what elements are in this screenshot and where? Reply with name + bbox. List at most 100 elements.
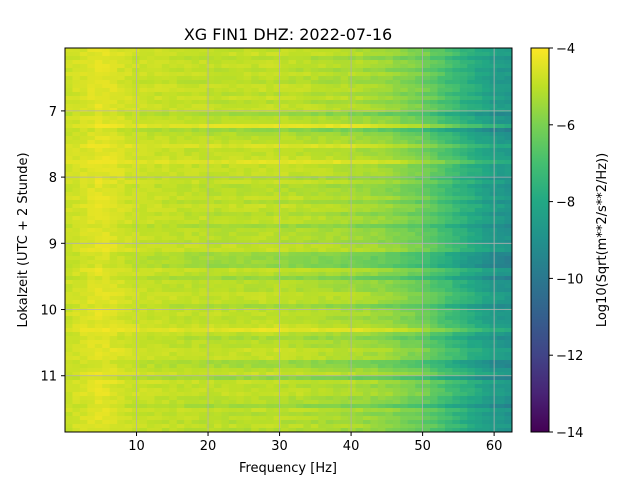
heatmap-cell: [348, 56, 357, 61]
heatmap-cell: [325, 268, 334, 273]
heatmap-cell: [348, 84, 357, 89]
heatmap-cell: [94, 180, 103, 185]
heatmap-cell: [415, 112, 424, 117]
heatmap-cell: [206, 60, 215, 65]
heatmap-cell: [437, 124, 446, 129]
heatmap-cell: [214, 140, 223, 145]
heatmap-cell: [228, 64, 237, 69]
heatmap-cell: [318, 296, 327, 301]
heatmap-cell: [318, 348, 327, 353]
heatmap-cell: [422, 168, 431, 173]
heatmap-cell: [87, 60, 96, 65]
heatmap-cell: [65, 380, 74, 385]
heatmap-cell: [407, 248, 416, 253]
heatmap-cell: [295, 108, 304, 113]
heatmap-cell: [489, 128, 498, 133]
heatmap-cell: [497, 136, 506, 141]
heatmap-cell: [497, 304, 506, 309]
heatmap-cell: [281, 152, 290, 157]
heatmap-cell: [340, 148, 349, 153]
heatmap-cell: [243, 228, 252, 233]
heatmap-cell: [355, 180, 364, 185]
heatmap-cell: [400, 300, 409, 305]
heatmap-cell: [184, 336, 193, 341]
heatmap-cell: [333, 332, 342, 337]
heatmap-cell: [132, 48, 141, 53]
heatmap-cell: [482, 276, 491, 281]
heatmap-cell: [169, 336, 178, 341]
heatmap-cell: [318, 136, 327, 141]
heatmap-cell: [176, 348, 185, 353]
heatmap-cell: [214, 184, 223, 189]
heatmap-cell: [377, 292, 386, 297]
heatmap-cell: [221, 100, 230, 105]
heatmap-cell: [392, 208, 401, 213]
heatmap-cell: [377, 120, 386, 125]
heatmap-cell: [214, 244, 223, 249]
heatmap-cell: [139, 132, 148, 137]
heatmap-cell: [124, 176, 133, 181]
heatmap-cell: [94, 212, 103, 217]
heatmap-cell: [273, 152, 282, 157]
heatmap-cell: [437, 244, 446, 249]
heatmap-cell: [333, 176, 342, 181]
heatmap-cell: [87, 360, 96, 365]
heatmap-cell: [497, 184, 506, 189]
heatmap-cell: [258, 240, 267, 245]
heatmap-cell: [176, 212, 185, 217]
heatmap-cell: [161, 188, 170, 193]
heatmap-cell: [467, 76, 476, 81]
heatmap-cell: [214, 80, 223, 85]
heatmap-cell: [199, 272, 208, 277]
heatmap-cell: [169, 212, 178, 217]
heatmap-cell: [124, 64, 133, 69]
heatmap-cell: [102, 300, 111, 305]
heatmap-cell: [310, 228, 319, 233]
heatmap-cell: [497, 72, 506, 77]
heatmap-cell: [102, 68, 111, 73]
heatmap-cell: [65, 320, 74, 325]
heatmap-cell: [489, 172, 498, 177]
heatmap-cell: [102, 216, 111, 221]
heatmap-cell: [65, 336, 74, 341]
heatmap-cell: [392, 352, 401, 357]
heatmap-cell: [407, 168, 416, 173]
heatmap-cell: [385, 188, 394, 193]
heatmap-cell: [348, 112, 357, 117]
heatmap-cell: [214, 60, 223, 65]
heatmap-cell: [94, 192, 103, 197]
heatmap-cell: [504, 296, 512, 301]
heatmap-cell: [288, 180, 297, 185]
heatmap-cell: [161, 72, 170, 77]
heatmap-cell: [102, 56, 111, 61]
heatmap-cell: [310, 128, 319, 133]
heatmap-cell: [333, 316, 342, 321]
heatmap-cell: [474, 132, 483, 137]
heatmap-cell: [72, 336, 81, 341]
heatmap-cell: [221, 296, 230, 301]
heatmap-cell: [117, 204, 126, 209]
heatmap-cell: [422, 336, 431, 341]
heatmap-cell: [266, 136, 275, 141]
heatmap-cell: [154, 88, 163, 93]
heatmap-cell: [444, 116, 453, 121]
heatmap-cell: [243, 316, 252, 321]
heatmap-cell: [243, 344, 252, 349]
heatmap-cell: [199, 188, 208, 193]
heatmap-cell: [281, 228, 290, 233]
heatmap-cell: [497, 192, 506, 197]
heatmap-cell: [288, 372, 297, 377]
heatmap-cell: [370, 264, 379, 269]
heatmap-cell: [385, 336, 394, 341]
heatmap-cell: [214, 72, 223, 77]
heatmap-cell: [310, 332, 319, 337]
heatmap-cell: [206, 152, 215, 157]
heatmap-cell: [377, 220, 386, 225]
heatmap-cell: [228, 284, 237, 289]
heatmap-cell: [124, 264, 133, 269]
heatmap-cell: [482, 372, 491, 377]
heatmap-cell: [504, 232, 512, 237]
heatmap-cell: [65, 232, 74, 237]
heatmap-cell: [348, 332, 357, 337]
heatmap-cell: [94, 68, 103, 73]
